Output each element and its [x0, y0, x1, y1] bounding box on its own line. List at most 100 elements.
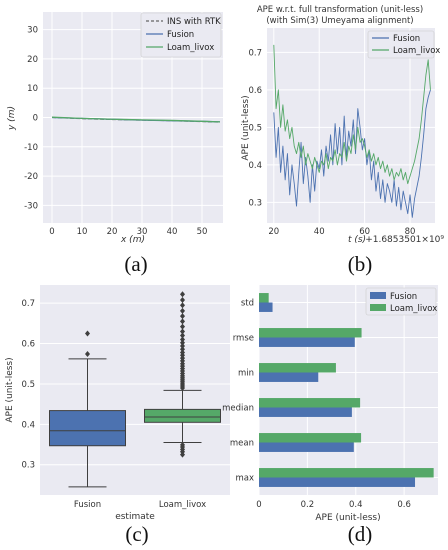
panel-b-xtick-label: 20 [268, 227, 279, 237]
panel-d-xtick-label: 0.4 [349, 500, 363, 510]
panel-c-xtick-label: Loam_livox [159, 500, 206, 510]
panel-c-ytick-label: 0.7 [21, 299, 35, 309]
panel-d-bar-median-fusion [259, 407, 352, 417]
panel-b-subtitle: (with Sim(3) Umeyama alignment) [266, 16, 413, 26]
panel-c-flier-loam-livox [180, 441, 185, 448]
panel-d-bar-min-loam-livox [259, 363, 336, 373]
panel-b-xtick-label: 40 [314, 227, 325, 237]
panel-c: 0.7 0.6 0.5 0.4 0.3 Fusion Loam_livox estimate… [5, 285, 230, 546]
panel-d-bar-min-fusion [259, 372, 319, 382]
panel-c-boxes [49, 291, 221, 488]
panel-a-ytick-label: 20 [27, 55, 38, 65]
panel-d-xtick-label: 0 [256, 500, 261, 510]
panel-b-series-fusion [273, 89, 431, 218]
panel-c-ytick-label: 0.6 [21, 340, 35, 350]
panel-a-series-loam-livox [51, 116, 221, 123]
panel-a-xtick-label: 30 [137, 227, 148, 237]
panel-d-xtick-label: 0.2 [301, 500, 315, 510]
panel-d-bar-median-loam-livox [259, 398, 361, 408]
panel-c-xlabel: estimate [115, 512, 155, 522]
panel-b-legend-loam: Loam_livox [393, 46, 440, 56]
panel-a-ylabel: y (m) [7, 106, 17, 131]
panel-c-flier-loam-livox [180, 339, 185, 346]
panel-c-flier-loam-livox [180, 328, 185, 335]
panel-c-flier-loam-livox [180, 291, 185, 298]
panel-b-xtick-label: 60 [359, 227, 370, 237]
panel-a-legend-box [140, 12, 222, 58]
panel-a-label: (a) [124, 252, 147, 276]
panel-d-ytick-label: rmse [233, 334, 254, 344]
panel-c-label: (c) [125, 522, 148, 546]
panel-a-ytick-label: 0 [33, 114, 38, 124]
panel-c-flier-fusion [85, 351, 90, 358]
panel-d-xtick-label: 0.6 [397, 500, 411, 510]
panel-c-flier-loam-livox [180, 313, 185, 320]
panel-b-legend: Fusion Loam_livox [367, 30, 440, 59]
panel-a-legend-ins: INS with RTK [167, 17, 221, 27]
panel-d-plot-area [259, 285, 438, 495]
panel-c-ylabel: APE (unit-less) [5, 357, 15, 422]
panel-d-bars [259, 293, 434, 487]
panel-b-ticks: 20 40 60 80 0.7 0.6 0.5 0.4 0.3 [248, 48, 415, 237]
panel-d-bar-std-fusion [259, 302, 273, 312]
panel-c-flier-loam-livox [180, 296, 185, 303]
panel-d: 0 0.2 0.4 0.6 std rmse min median mean max APE (u… [222, 285, 438, 546]
panel-a-ytick-label: -30 [24, 201, 38, 211]
panel-b-ytick-label: 0.5 [248, 123, 262, 133]
panel-a-xtick-label: 0 [49, 227, 54, 237]
panel-c-flier-loam-livox [180, 307, 185, 314]
panel-d-xlabel: APE (unit-less) [315, 513, 380, 523]
panel-c-flier-loam-livox [180, 349, 185, 356]
panel-b-ytick-label: 0.6 [248, 86, 262, 96]
panel-c-flier-loam-livox [180, 323, 185, 330]
panel-d-bar-std-loam-livox [259, 293, 269, 303]
panel-d-legend-loam: Loam_livox [390, 304, 437, 314]
panel-c-flier-loam-livox [180, 342, 185, 349]
panel-c-flier-loam-livox [180, 318, 185, 325]
panel-a-ytick-label: 10 [27, 84, 38, 94]
panel-a-ticks: 0 10 20 30 40 50 30 20 10 0 -10 -20 -30 [24, 26, 207, 237]
panel-d-bar-max-loam-livox [259, 468, 434, 478]
panel-a-legend: INS with RTK Fusion Loam_livox [140, 12, 222, 58]
panel-d-legend-swatch-fusion [370, 292, 386, 299]
panel-a-xtick-label: 20 [107, 227, 118, 237]
panel-d-label: (d) [348, 522, 373, 546]
panel-a-legend-loam: Loam_livox [167, 43, 214, 53]
panel-a-grid [43, 12, 223, 223]
panel-b-title: APE w.r.t. full transformation (unit-les… [257, 5, 423, 15]
panel-c-flier-loam-livox [180, 302, 185, 309]
panel-b-ytick-label: 0.3 [248, 198, 262, 208]
panel-b-ylabel: APE (unit-less) [241, 95, 251, 160]
panel-b: APE w.r.t. full transformation (unit-les… [241, 5, 444, 276]
panel-c-flier-loam-livox [180, 346, 185, 353]
panel-c-box-loam-livox [144, 408, 221, 423]
panel-d-legend-fusion: Fusion [390, 292, 417, 302]
panel-b-legend-fusion: Fusion [393, 34, 420, 44]
panel-a-ytick-label: -10 [24, 143, 38, 153]
panel-d-ticks: 0 0.2 0.4 0.6 std rmse min median mean max [222, 299, 411, 511]
panel-c-flier-loam-livox [180, 332, 185, 339]
panel-d-bar-rmse-fusion [259, 337, 355, 347]
panel-b-lines [273, 44, 431, 218]
panel-c-flier-loam-livox [180, 336, 185, 343]
panel-d-legend: Fusion Loam_livox [365, 287, 437, 316]
panel-a-xtick-label: 10 [77, 227, 88, 237]
panel-d-ytick-label: mean [230, 439, 254, 449]
panel-a-lines [51, 116, 221, 123]
panel-b-ytick-label: 0.4 [248, 161, 262, 171]
panel-d-ytick-label: std [241, 299, 254, 309]
panel-d-ytick-label: max [235, 474, 254, 484]
panel-d-bar-rmse-loam-livox [259, 328, 362, 338]
panel-b-offset-text: +1.6853501×10⁹ [365, 235, 444, 245]
panel-c-xtick-label: Fusion [74, 500, 101, 510]
panel-c-ticks: 0.7 0.6 0.5 0.4 0.3 Fusion Loam_livox [21, 299, 206, 510]
panel-d-bar-mean-fusion [259, 442, 354, 452]
panel-d-legend-swatch-loam [370, 304, 386, 311]
panel-b-series-loam-livox [273, 44, 431, 185]
panel-a-xtick-label: 40 [167, 227, 178, 237]
panel-d-bar-max-fusion [259, 477, 416, 487]
panel-c-flier-fusion [85, 330, 90, 337]
panel-a-xlabel: x (m) [120, 235, 145, 245]
